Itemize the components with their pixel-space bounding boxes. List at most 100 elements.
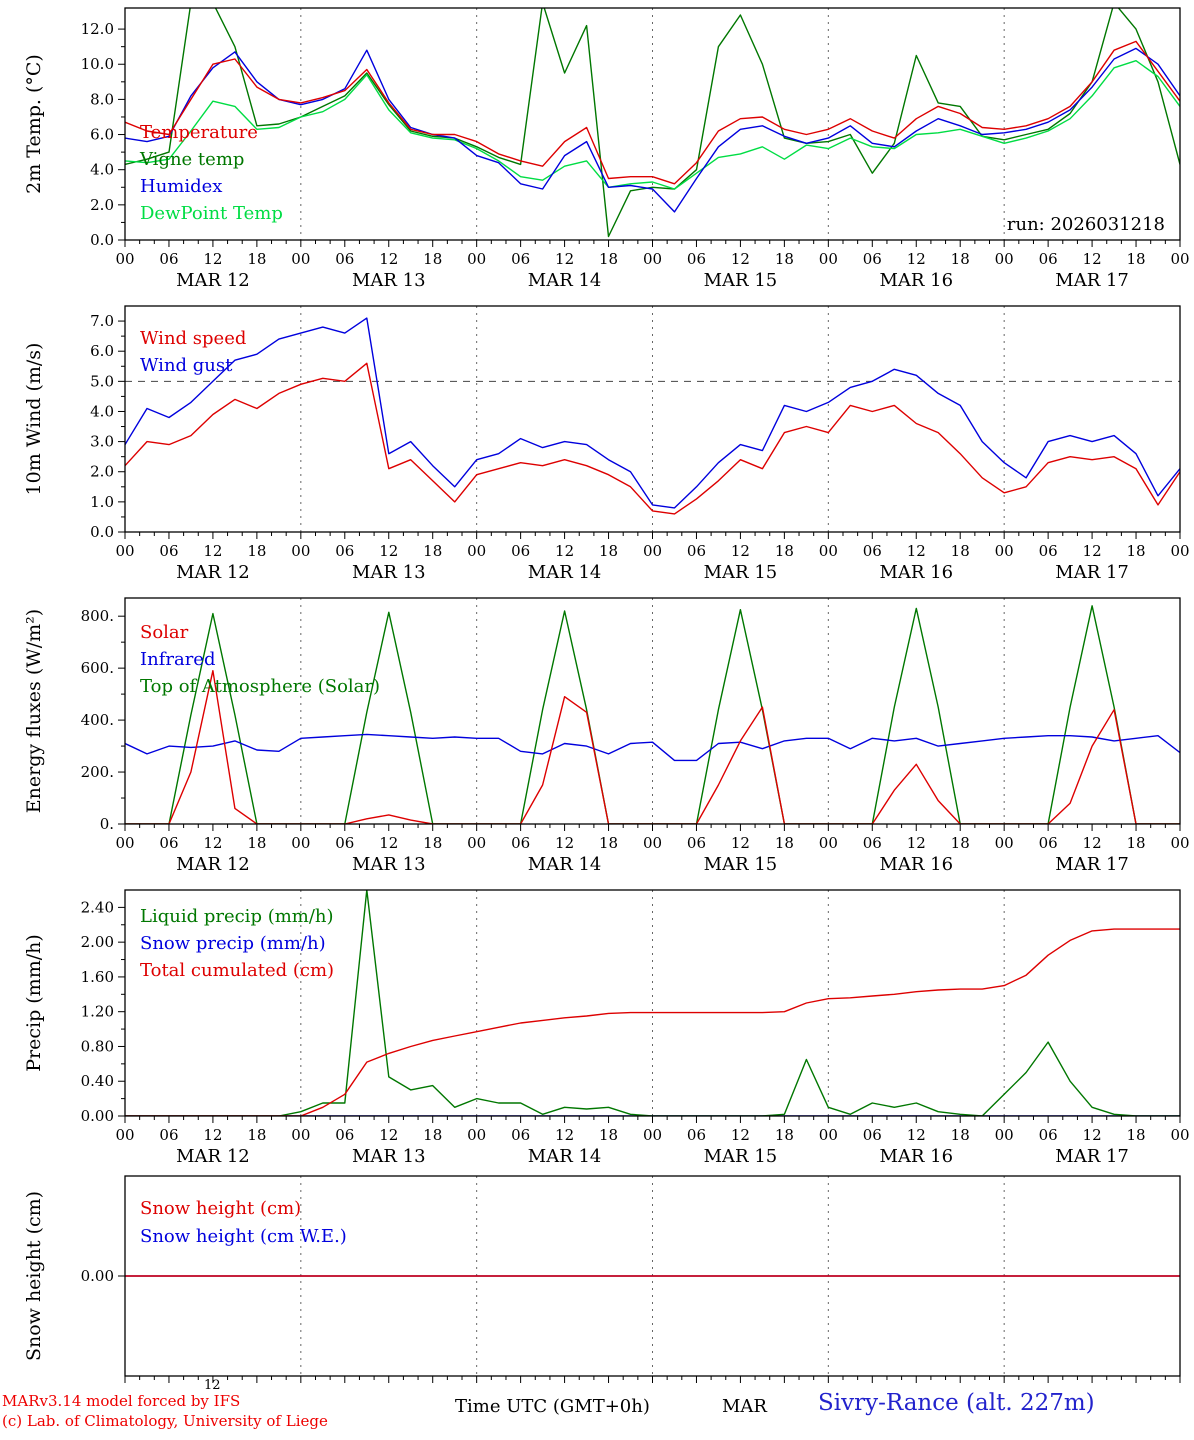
svg-text:00: 00 (995, 542, 1014, 560)
svg-text:800.: 800. (81, 607, 114, 625)
snow-chart-svg: 0.00 Snow height (cm) Snow height (cm) Snow… (23, 1175, 1181, 1383)
svg-text:18: 18 (247, 834, 266, 852)
svg-text:0.0: 0.0 (90, 231, 114, 249)
svg-text:00: 00 (1170, 834, 1189, 852)
svg-text:06: 06 (159, 250, 178, 268)
svg-text:MAR 16: MAR 16 (879, 1146, 953, 1167)
svg-text:12: 12 (203, 542, 222, 560)
svg-text:MAR 14: MAR 14 (528, 1146, 602, 1167)
svg-text:MAR 12: MAR 12 (176, 270, 250, 291)
svg-text:12: 12 (907, 250, 926, 268)
svg-text:6.0: 6.0 (90, 126, 114, 144)
time-axis-caption: Time UTC (GMT+0h) (455, 1396, 650, 1417)
svg-text:4.0: 4.0 (90, 161, 114, 179)
svg-text:2.0: 2.0 (90, 463, 114, 481)
svg-text:0.80: 0.80 (81, 1037, 114, 1055)
svg-text:18: 18 (247, 542, 266, 560)
svg-text:Snow height (cm): Snow height (cm) (140, 1198, 301, 1219)
svg-text:12: 12 (731, 834, 750, 852)
svg-text:Wind speed: Wind speed (140, 328, 246, 349)
svg-text:2m Temp. (°C): 2m Temp. (°C) (23, 54, 45, 194)
model-credit-line1: MARv3.14 model forced by IFS (2, 1392, 241, 1410)
svg-text:MAR 17: MAR 17 (1055, 562, 1129, 583)
svg-text:10.0: 10.0 (81, 55, 114, 73)
svg-text:18: 18 (599, 834, 618, 852)
svg-text:12: 12 (907, 834, 926, 852)
svg-text:00: 00 (1170, 542, 1189, 560)
svg-text:00: 00 (643, 1126, 662, 1144)
svg-text:06: 06 (511, 250, 530, 268)
svg-text:12: 12 (555, 1126, 574, 1144)
svg-text:06: 06 (863, 834, 882, 852)
svg-text:10m Wind (m/s): 10m Wind (m/s) (23, 343, 45, 496)
svg-text:00: 00 (115, 1126, 134, 1144)
svg-text:0.40: 0.40 (81, 1072, 114, 1090)
svg-text:00: 00 (995, 1126, 1014, 1144)
svg-text:5.0: 5.0 (90, 372, 114, 390)
svg-text:Liquid precip (mm/h): Liquid precip (mm/h) (140, 906, 334, 927)
svg-text:MAR 13: MAR 13 (352, 854, 426, 875)
svg-text:12: 12 (379, 542, 398, 560)
svg-text:8.0: 8.0 (90, 90, 114, 108)
svg-text:06: 06 (687, 250, 706, 268)
svg-text:1.0: 1.0 (90, 493, 114, 511)
svg-text:Infrared: Infrared (140, 649, 215, 670)
svg-text:Snow height (cm): Snow height (cm) (23, 1191, 45, 1361)
svg-text:12: 12 (379, 250, 398, 268)
svg-text:00: 00 (995, 250, 1014, 268)
svg-text:MAR 14: MAR 14 (528, 854, 602, 875)
svg-text:06: 06 (511, 542, 530, 560)
svg-text:3.0: 3.0 (90, 433, 114, 451)
svg-text:00: 00 (115, 250, 134, 268)
svg-text:Total cumulated (cm): Total cumulated (cm) (140, 960, 334, 981)
svg-text:06: 06 (687, 542, 706, 560)
svg-text:00: 00 (291, 542, 310, 560)
svg-text:Temperature: Temperature (140, 122, 258, 143)
svg-text:0.00: 0.00 (81, 1107, 114, 1125)
svg-text:06: 06 (1039, 834, 1058, 852)
svg-text:00: 00 (819, 542, 838, 560)
svg-text:12: 12 (1083, 250, 1102, 268)
svg-text:12: 12 (907, 542, 926, 560)
energy-flux-chart-panel: 00 06 12 18 00 06 12 18 00 06 12 18 00 06 12 18 00 06 12 18… (0, 584, 1194, 876)
svg-text:00: 00 (115, 542, 134, 560)
svg-text:MAR 15: MAR 15 (704, 270, 778, 291)
svg-text:00: 00 (819, 834, 838, 852)
svg-text:18: 18 (247, 250, 266, 268)
svg-text:00: 00 (291, 250, 310, 268)
svg-text:Humidex: Humidex (140, 176, 222, 197)
svg-text:MAR 17: MAR 17 (1055, 1146, 1129, 1167)
svg-text:MAR 15: MAR 15 (704, 562, 778, 583)
svg-text:12: 12 (379, 1126, 398, 1144)
svg-text:06: 06 (159, 834, 178, 852)
svg-text:18: 18 (775, 1126, 794, 1144)
svg-text:18: 18 (1126, 542, 1145, 560)
svg-text:MAR 17: MAR 17 (1055, 270, 1129, 291)
svg-text:MAR 13: MAR 13 (352, 1146, 426, 1167)
snow-height-chart-panel: 0.00 Snow height (cm) Snow height (cm) Snow… (0, 1168, 1194, 1383)
svg-text:12: 12 (907, 1126, 926, 1144)
footer: 12 MARv3.14 model forced by IFS (c) Lab.… (0, 1378, 1194, 1440)
svg-text:00: 00 (115, 834, 134, 852)
svg-text:0.00: 0.00 (81, 1267, 114, 1285)
svg-text:6.0: 6.0 (90, 342, 114, 360)
svg-text:00: 00 (291, 1126, 310, 1144)
svg-text:00: 00 (467, 542, 486, 560)
svg-text:06: 06 (159, 1126, 178, 1144)
svg-text:18: 18 (423, 542, 442, 560)
svg-text:18: 18 (423, 250, 442, 268)
svg-text:Energy fluxes (W/m²): Energy fluxes (W/m²) (23, 609, 45, 813)
svg-text:600.: 600. (81, 659, 114, 677)
svg-text:MAR 16: MAR 16 (879, 562, 953, 583)
svg-text:06: 06 (687, 1126, 706, 1144)
svg-text:12.0: 12.0 (81, 20, 114, 38)
svg-text:4.0: 4.0 (90, 402, 114, 420)
svg-text:06: 06 (1039, 542, 1058, 560)
svg-text:18: 18 (951, 834, 970, 852)
svg-text:00: 00 (467, 834, 486, 852)
svg-text:400.: 400. (81, 711, 114, 729)
svg-text:12: 12 (1083, 1126, 1102, 1144)
svg-text:Top of Atmosphere (Solar): Top of Atmosphere (Solar) (140, 676, 380, 697)
svg-text:Snow height (cm W.E.): Snow height (cm W.E.) (140, 1226, 347, 1247)
svg-text:200.: 200. (81, 763, 114, 781)
